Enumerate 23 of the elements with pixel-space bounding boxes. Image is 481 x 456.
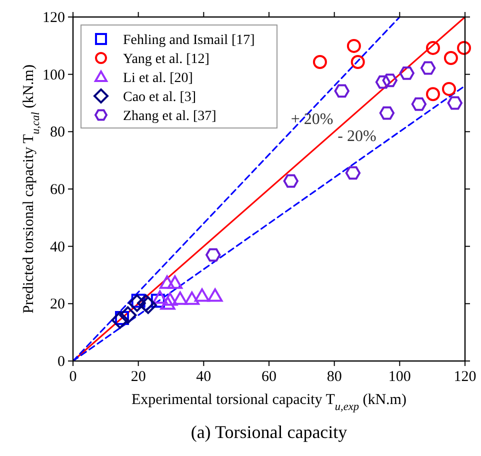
x-tick-label: 120 (454, 369, 476, 385)
text: (a) Torsional capacity (190, 422, 348, 442)
legend-label: Li et al. [20] (123, 71, 193, 86)
legend-label: Yang et al. [12] (123, 52, 210, 67)
y-tick-label: 60 (50, 182, 65, 198)
x-tick-label: 80 (326, 369, 342, 385)
annotation: - 20% (338, 128, 376, 145)
x-tick-label: 40 (196, 369, 212, 385)
legend-label: Zhang et al. [37] (123, 109, 216, 124)
y-tick-label: 100 (42, 67, 65, 84)
y-tick-label: 0 (58, 354, 65, 370)
y-tick-label: 120 (42, 10, 65, 26)
x-tick-label: 60 (262, 369, 276, 385)
legend-label: Cao et al. [3] (123, 90, 196, 105)
x-axis-title: Experimental torsional capacity T$_{u,exp}$ (kN.m) (132, 392, 406, 413)
annotation: + 20% (290, 111, 334, 128)
y-tick-label: 80 (50, 124, 65, 141)
x-tick-label: 20 (130, 369, 146, 385)
legend-label: Fehling and Ismail [17] (123, 33, 255, 48)
y-tick-label: 20 (50, 296, 65, 313)
x-tick-label: 100 (388, 369, 411, 385)
y-tick-label: 40 (50, 239, 65, 256)
x-tick-label: 0 (69, 369, 77, 385)
